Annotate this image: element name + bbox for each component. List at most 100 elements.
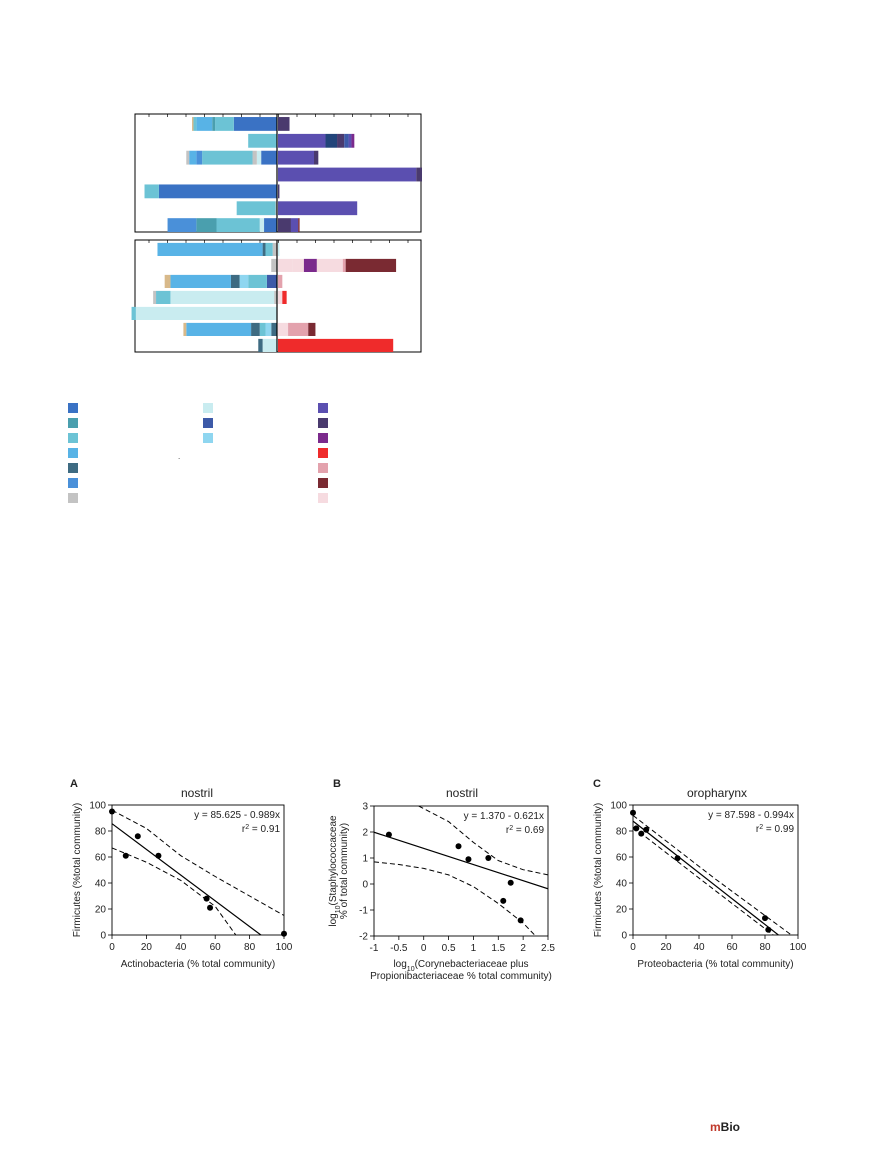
bar-segment-left bbox=[215, 117, 234, 131]
regression-equation: y = 85.625 - 0.989x bbox=[194, 810, 280, 821]
scatter-panel-a: A nostril 0 20 40 60 80 100 0 20 40 60 80 100 y = 85… bbox=[0, 770, 300, 990]
regression-equation: y = 1.370 - 0.621x bbox=[464, 811, 544, 822]
x-tick-label: 60 bbox=[726, 942, 738, 953]
x-tick-label: 100 bbox=[276, 942, 293, 953]
scatter-panel-b: B nostril -1 -0.5 0 0.5 1 1.5 2 2.5 -2 -1 0 1 2 3 y = … bbox=[310, 770, 590, 995]
x-tick-label: 60 bbox=[210, 942, 222, 953]
regression-line bbox=[374, 831, 548, 890]
x-tick-label: 40 bbox=[693, 942, 705, 953]
plot-frame bbox=[111, 804, 285, 936]
bar-segment-left bbox=[164, 274, 171, 288]
logo-m: m bbox=[710, 1120, 721, 1134]
legend-item bbox=[318, 445, 328, 460]
x-tick-label: 2.5 bbox=[541, 943, 555, 954]
plot-lines bbox=[633, 815, 792, 935]
bar-segment-left bbox=[266, 274, 277, 288]
small-mark: . bbox=[178, 452, 180, 461]
x-tick-label: 80 bbox=[759, 942, 771, 953]
scatter-panel-c: C oropharynx 0 20 40 60 80 100 0 20 40 60 80 100 y =… bbox=[585, 770, 875, 990]
bar-segment-right bbox=[416, 167, 422, 182]
legend-item bbox=[203, 415, 213, 430]
bar-segment-right bbox=[278, 218, 291, 232]
plot-lines bbox=[374, 806, 548, 936]
data-point bbox=[122, 852, 129, 859]
r-squared-value: = 0.91 bbox=[249, 824, 280, 835]
data-point bbox=[281, 930, 287, 937]
y-label-rest: (Staphylococcaceae bbox=[328, 815, 339, 905]
x-tick-label: 20 bbox=[660, 942, 672, 953]
legend-item bbox=[68, 475, 78, 490]
legend-item bbox=[203, 400, 213, 415]
bar-segment-left bbox=[265, 242, 273, 256]
legend-swatch bbox=[68, 447, 78, 458]
bar-segment-right bbox=[325, 133, 338, 148]
y-tick-label: 0 bbox=[100, 931, 106, 942]
bar-segment-right bbox=[282, 290, 287, 304]
bar-segment-left bbox=[271, 322, 277, 336]
panel-letter: B bbox=[333, 778, 341, 790]
legend-item bbox=[68, 490, 78, 505]
data-point bbox=[643, 826, 650, 833]
bar-segment-right bbox=[278, 184, 280, 199]
bar-segment-left bbox=[158, 184, 277, 199]
legend-item bbox=[203, 430, 213, 445]
legend-swatch bbox=[318, 432, 328, 443]
x-tick-label: 80 bbox=[244, 942, 256, 953]
x-tick-label: 0.5 bbox=[442, 943, 456, 954]
bar-segment-right bbox=[316, 258, 343, 272]
panel-title: nostril bbox=[445, 786, 478, 800]
confidence-band-lower bbox=[633, 826, 774, 935]
legend-item bbox=[318, 490, 328, 505]
r-squared-sup: 2 bbox=[245, 824, 249, 831]
legend-swatch bbox=[318, 462, 328, 473]
bar-segment-right bbox=[278, 150, 314, 165]
bar-segment-left bbox=[202, 150, 253, 165]
legend-swatch bbox=[68, 492, 78, 503]
bar-segment-left bbox=[248, 274, 267, 288]
bar-segment-left bbox=[153, 290, 157, 304]
bar-segment-right bbox=[314, 150, 319, 165]
confidence-band-lower bbox=[112, 847, 237, 935]
legend-item bbox=[318, 400, 328, 415]
legend-item bbox=[318, 475, 328, 490]
bar-segment-right bbox=[278, 338, 394, 352]
confidence-band-upper bbox=[112, 809, 284, 916]
x-label-log: log bbox=[393, 959, 406, 970]
data-point bbox=[507, 879, 514, 886]
legend-column-1 bbox=[68, 400, 78, 505]
bar-segment-right bbox=[288, 322, 309, 336]
bar-segment-left bbox=[248, 133, 277, 148]
x-tick-label: 100 bbox=[790, 942, 807, 953]
legend-swatch bbox=[68, 477, 78, 488]
bar-segment-right bbox=[337, 133, 345, 148]
bar-segment-right bbox=[278, 133, 326, 148]
bar-segment-right bbox=[345, 258, 397, 272]
x-axis-label: log10(Corynebacteriaceae plus bbox=[393, 959, 528, 973]
x-tick-label: 0 bbox=[421, 943, 427, 954]
y-tick-label: 20 bbox=[616, 905, 628, 916]
legend-swatch bbox=[318, 447, 328, 458]
legend-item bbox=[68, 445, 78, 460]
confidence-band-upper bbox=[633, 815, 792, 935]
bar-segment-left bbox=[259, 322, 266, 336]
bar-segment-left bbox=[265, 322, 272, 336]
bar-segment-left bbox=[264, 218, 277, 232]
bar-segment-left bbox=[170, 274, 231, 288]
regression-line bbox=[633, 820, 780, 935]
legend-swatch bbox=[318, 402, 328, 413]
bar-segment-left bbox=[192, 117, 194, 131]
bar-segment-right bbox=[278, 117, 290, 131]
r-squared-value: = 0.69 bbox=[513, 825, 544, 836]
bar-segment-right bbox=[351, 133, 355, 148]
legend-item bbox=[68, 460, 78, 475]
bar-segment-right bbox=[278, 290, 283, 304]
legend-item bbox=[68, 415, 78, 430]
bar-panel-2 bbox=[131, 239, 422, 353]
data-point bbox=[630, 809, 636, 816]
y-tick-label: 3 bbox=[362, 802, 368, 813]
legend-column-2 bbox=[203, 400, 213, 445]
legend-swatch bbox=[203, 432, 213, 443]
y-tick-label: -2 bbox=[359, 932, 368, 943]
bar-segment-left bbox=[259, 218, 265, 232]
